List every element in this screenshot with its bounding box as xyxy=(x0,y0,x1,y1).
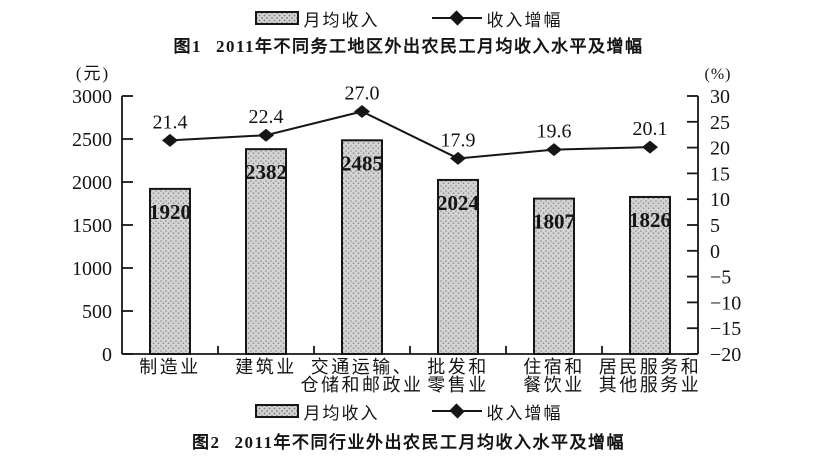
bar xyxy=(533,197,575,355)
diamond-marker-icon xyxy=(546,143,562,157)
line-value-label: 20.1 xyxy=(633,118,668,140)
figure1-caption-number: 图1 xyxy=(173,37,202,56)
left-axis-ticks: 0 500 1000 1500 2000 2500 3000 xyxy=(72,86,133,366)
diamond-marker-icon xyxy=(450,151,466,165)
figure1-legend-line-item: 收入增幅 xyxy=(431,6,563,31)
diamond-marker-icon xyxy=(354,104,370,118)
left-axis-unit: (元) xyxy=(76,64,110,83)
left-tick-label: 2000 xyxy=(72,172,112,194)
figure1-legend-bar-item: 月均收入 xyxy=(254,6,380,31)
growth-line xyxy=(169,110,651,160)
x-category-label: 制造业 xyxy=(139,357,201,377)
diamond-marker-icon xyxy=(642,140,658,154)
diamond-marker-icon xyxy=(162,133,178,147)
line-value-label: 21.4 xyxy=(153,111,188,133)
bar-series-swatch-icon xyxy=(254,11,299,25)
figure1-legend-line-label: 收入增幅 xyxy=(486,10,563,30)
bar-value-label: 1920 xyxy=(149,200,191,224)
line-series-swatch-icon xyxy=(431,10,482,26)
figure2-caption: 图2 2011年不同行业外出农民工月均收入水平及增幅 xyxy=(0,428,817,453)
right-axis-ticks: −20 −15 −10 −5 0 5 10 15 20 25 30 xyxy=(687,86,741,366)
left-tick-label: 500 xyxy=(82,301,112,323)
left-tick-label: 2500 xyxy=(72,129,112,151)
line-value-label: 17.9 xyxy=(441,129,476,151)
right-tick-label: −15 xyxy=(710,318,741,340)
bar-value-label: 1826 xyxy=(629,208,671,232)
x-category-label: 住宿和餐饮业 xyxy=(523,357,585,395)
right-tick-label: −10 xyxy=(710,292,741,314)
figure1-caption-text: 2011年不同务工地区外出农民工月均收入水平及增幅 xyxy=(215,37,644,56)
diamond-marker-icon xyxy=(448,403,465,419)
line-value-label: 19.6 xyxy=(537,121,572,143)
bar xyxy=(245,148,287,355)
figure1-caption: 图1 2011年不同务工地区外出农民工月均收入水平及增幅 xyxy=(0,32,817,57)
figure2-legend-line-label: 收入增幅 xyxy=(486,403,563,423)
right-tick-label: 10 xyxy=(710,189,730,211)
line-series: 21.4 22.4 27.0 17.9 19.6 20.1 xyxy=(153,82,668,165)
x-axis-ticks xyxy=(217,346,603,354)
figure1-legend: 月均收入 收入增幅 xyxy=(0,6,817,31)
bar-value-label: 2485 xyxy=(341,151,383,175)
figure2-caption-number: 图2 xyxy=(191,433,221,452)
left-tick-label: 1000 xyxy=(72,258,112,280)
bar xyxy=(629,195,671,355)
x-category-label: 批发和零售业 xyxy=(427,357,489,395)
bar xyxy=(437,178,479,355)
left-tick-label: 1500 xyxy=(72,215,112,237)
line-series-swatch-icon xyxy=(431,403,482,419)
right-tick-label: 20 xyxy=(710,138,730,160)
bar-value-label: 1807 xyxy=(533,210,575,234)
x-category-label: 交通运输、仓储和邮政业 xyxy=(301,357,424,395)
right-tick-label: 30 xyxy=(710,86,730,108)
figure2-legend-line-item: 收入增幅 xyxy=(431,399,563,424)
bar xyxy=(149,187,191,355)
figure1-legend-bar-label: 月均收入 xyxy=(303,10,380,30)
right-tick-label: −20 xyxy=(710,344,741,366)
x-category-label: 建筑业 xyxy=(235,357,297,377)
right-axis-unit: (%) xyxy=(705,66,732,83)
right-tick-label: 15 xyxy=(710,163,730,185)
left-tick-label: 3000 xyxy=(72,86,112,108)
x-category-label: 居民服务和其他服务业 xyxy=(599,357,702,395)
right-tick-label: 0 xyxy=(710,241,720,263)
left-tick-label: 0 xyxy=(102,344,112,366)
bar-series-swatch-icon xyxy=(254,404,299,418)
figure2-legend-bar-label: 月均收入 xyxy=(303,403,380,423)
figure2-legend-bar-item: 月均收入 xyxy=(254,399,380,424)
figure2-legend: 月均收入 收入增幅 xyxy=(0,399,817,424)
bar-value-label: 2024 xyxy=(437,191,480,215)
right-tick-label: 25 xyxy=(710,112,730,134)
figure2-caption-text: 2011年不同行业外出农民工月均收入水平及增幅 xyxy=(234,433,626,452)
bar-value-label: 2382 xyxy=(245,160,287,184)
line-value-label: 22.4 xyxy=(249,106,284,128)
bar-series: 1920 2382 2485 2024 1807 1826 xyxy=(149,139,671,355)
right-tick-label: 5 xyxy=(710,215,720,237)
line-value-label: 27.0 xyxy=(345,82,380,104)
bar xyxy=(341,139,383,355)
diamond-marker-icon xyxy=(258,128,274,142)
right-tick-label: −5 xyxy=(710,267,731,289)
